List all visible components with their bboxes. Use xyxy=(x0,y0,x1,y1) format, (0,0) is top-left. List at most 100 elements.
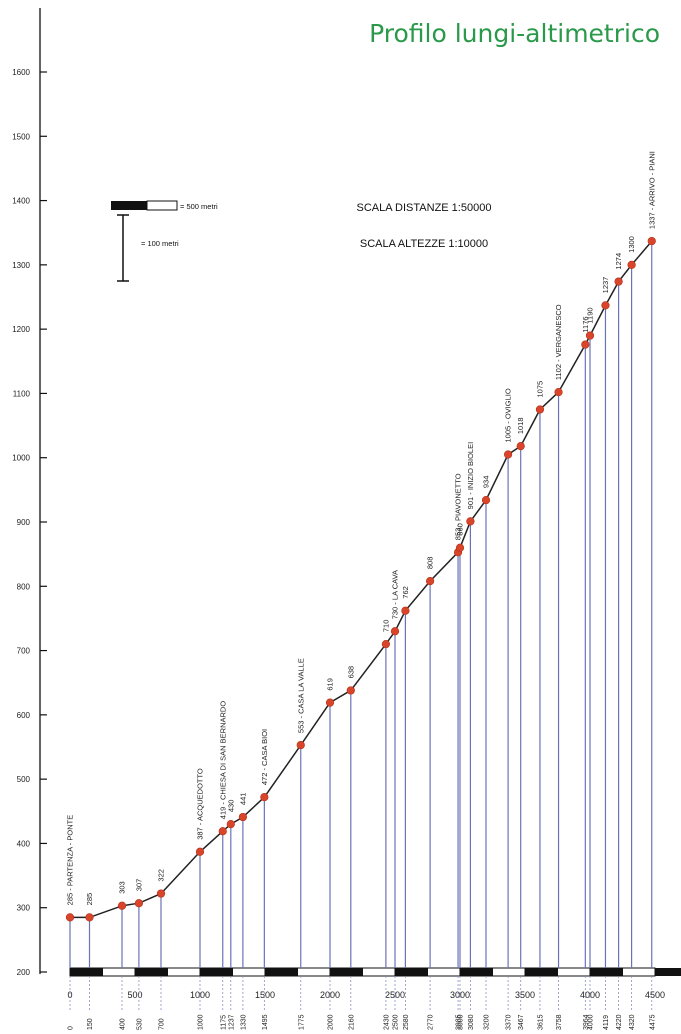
elevation-marker xyxy=(296,740,305,750)
x-axis-band-segment xyxy=(102,967,136,977)
x-axis-band-segment xyxy=(199,967,233,977)
x-tick-label: 3500 xyxy=(515,990,535,1000)
distance-label: 4220 xyxy=(616,1014,623,1030)
point-labels-group: 285 - PARTENZA - PONTE 285 303 307 322 387 - … xyxy=(66,151,657,905)
elevation-marker xyxy=(614,277,623,286)
elevation-marker xyxy=(390,627,400,636)
elevation-marker xyxy=(117,901,127,910)
scale-heights-text: SCALA ALTEZZE 1:10000 xyxy=(360,238,488,250)
distance-label: 0 xyxy=(68,1026,75,1030)
x-axis-band-tail xyxy=(655,968,681,976)
elevation-marker xyxy=(195,847,205,856)
distance-label: 1175 xyxy=(220,1015,227,1030)
elevation-marker xyxy=(381,640,391,649)
chart-title: Profilo lungi-altimetrico xyxy=(369,19,660,48)
elevation-label: 307 xyxy=(134,879,143,892)
distance-label: 400 xyxy=(120,1018,127,1030)
elevation-label: 1274 xyxy=(614,253,623,270)
elevation-marker xyxy=(346,686,355,695)
distance-label: 3080 xyxy=(468,1014,475,1030)
elevation-marker xyxy=(585,331,595,340)
x-tick-label: 4500 xyxy=(645,990,665,1000)
distance-label: 700 xyxy=(159,1018,166,1030)
y-tick-label: 1400 xyxy=(12,197,30,206)
elevation-marker xyxy=(260,793,269,802)
elevation-label: 303 xyxy=(118,881,127,894)
elevation-label: 430 xyxy=(226,800,235,813)
elevation-label: 730 - LA CAVA xyxy=(391,570,400,619)
distance-label: 2430 xyxy=(383,1014,390,1030)
elevation-marker xyxy=(455,543,465,552)
x-axis-band-segment xyxy=(622,967,656,977)
distance-label: 3615 xyxy=(537,1014,544,1030)
elevation-marker xyxy=(238,812,247,822)
elevation-marker xyxy=(647,236,656,246)
y-tick-label: 1600 xyxy=(12,68,30,77)
x-tick-label: 1000 xyxy=(190,990,210,1000)
elevation-marker xyxy=(481,496,491,505)
distance-label: 4119 xyxy=(603,1015,610,1030)
elevation-marker xyxy=(65,913,75,922)
distance-label: 2770 xyxy=(428,1014,435,1030)
elevation-marker xyxy=(426,577,435,586)
elevation-label: 553 - CASA LA VALLE xyxy=(296,658,305,733)
x-axis-band-segment xyxy=(362,967,396,977)
elevation-marker xyxy=(226,820,235,829)
scale-bar-white xyxy=(146,200,178,211)
elevation-label: 1237 xyxy=(601,277,610,294)
x-tick-label: 3000 xyxy=(450,990,470,1000)
elevation-label: 934 xyxy=(482,476,491,489)
markers-group xyxy=(65,236,656,922)
x-axis-band-segment xyxy=(134,967,168,977)
distance-label: 3758 xyxy=(556,1014,563,1030)
distance-label: 2500 xyxy=(393,1014,400,1030)
scale-bar-black xyxy=(111,201,147,210)
profile-line-group xyxy=(70,240,653,919)
distance-legend-text: = 500 metri xyxy=(180,202,218,211)
distance-label: 4475 xyxy=(649,1014,656,1030)
y-tick-label: 1100 xyxy=(13,389,31,398)
distance-label: 2160 xyxy=(348,1014,355,1030)
x-axis-band-segment xyxy=(297,967,331,977)
distance-label: 4320 xyxy=(629,1014,636,1030)
elevation-label: 1075 xyxy=(535,381,544,398)
distance-label: 3200 xyxy=(484,1014,491,1030)
y-tick-label: 900 xyxy=(17,518,31,527)
scale-distances-text: SCALA DISTANZE 1:50000 xyxy=(357,202,492,214)
distance-label: 1495 xyxy=(262,1014,269,1030)
distance-label: 3370 xyxy=(506,1014,513,1030)
distance-label: 3000 xyxy=(458,1014,465,1030)
elevation-label: 901 - INIZIO BIOLEI xyxy=(466,442,475,510)
x-tick-label: 1500 xyxy=(255,990,275,1000)
elevation-marker xyxy=(85,913,94,922)
distance-label: 530 xyxy=(136,1018,143,1030)
elevation-marker xyxy=(627,260,636,269)
elevation-marker xyxy=(218,827,227,836)
distance-label: 3467 xyxy=(518,1014,525,1030)
elevation-marker xyxy=(581,340,590,349)
x-axis-band-segment xyxy=(459,967,493,977)
elevation-label: 808 xyxy=(426,557,435,570)
x-tick-label: 2500 xyxy=(385,990,405,1000)
x-axis-band-segment xyxy=(557,967,591,977)
elevation-label: 1337 - ARRIVO - PIANI xyxy=(647,151,656,229)
x-tick-label: 0 xyxy=(67,990,72,1000)
elevation-label: 441 xyxy=(238,793,247,806)
y-tick-label: 1200 xyxy=(12,325,30,334)
elevation-label: 1018 xyxy=(516,417,525,434)
distance-label: 1237 xyxy=(228,1014,235,1030)
elevation-marker xyxy=(554,388,563,397)
x-axis-band-segment xyxy=(492,967,526,977)
x-axis-band xyxy=(69,967,681,977)
distance-label: 1330 xyxy=(240,1014,247,1030)
elevation-marker xyxy=(504,450,513,459)
profile-line xyxy=(70,240,653,919)
distance-label: 150 xyxy=(87,1018,94,1030)
elevation-label: 1190 xyxy=(586,307,595,323)
distance-label: 2580 xyxy=(403,1014,410,1030)
distance-label: 2985 xyxy=(456,1014,463,1030)
y-tick-label: 500 xyxy=(17,775,31,784)
x-tick-label: 2000 xyxy=(320,990,340,1000)
elevation-label: 1102 - VERGANESCO xyxy=(554,304,563,380)
